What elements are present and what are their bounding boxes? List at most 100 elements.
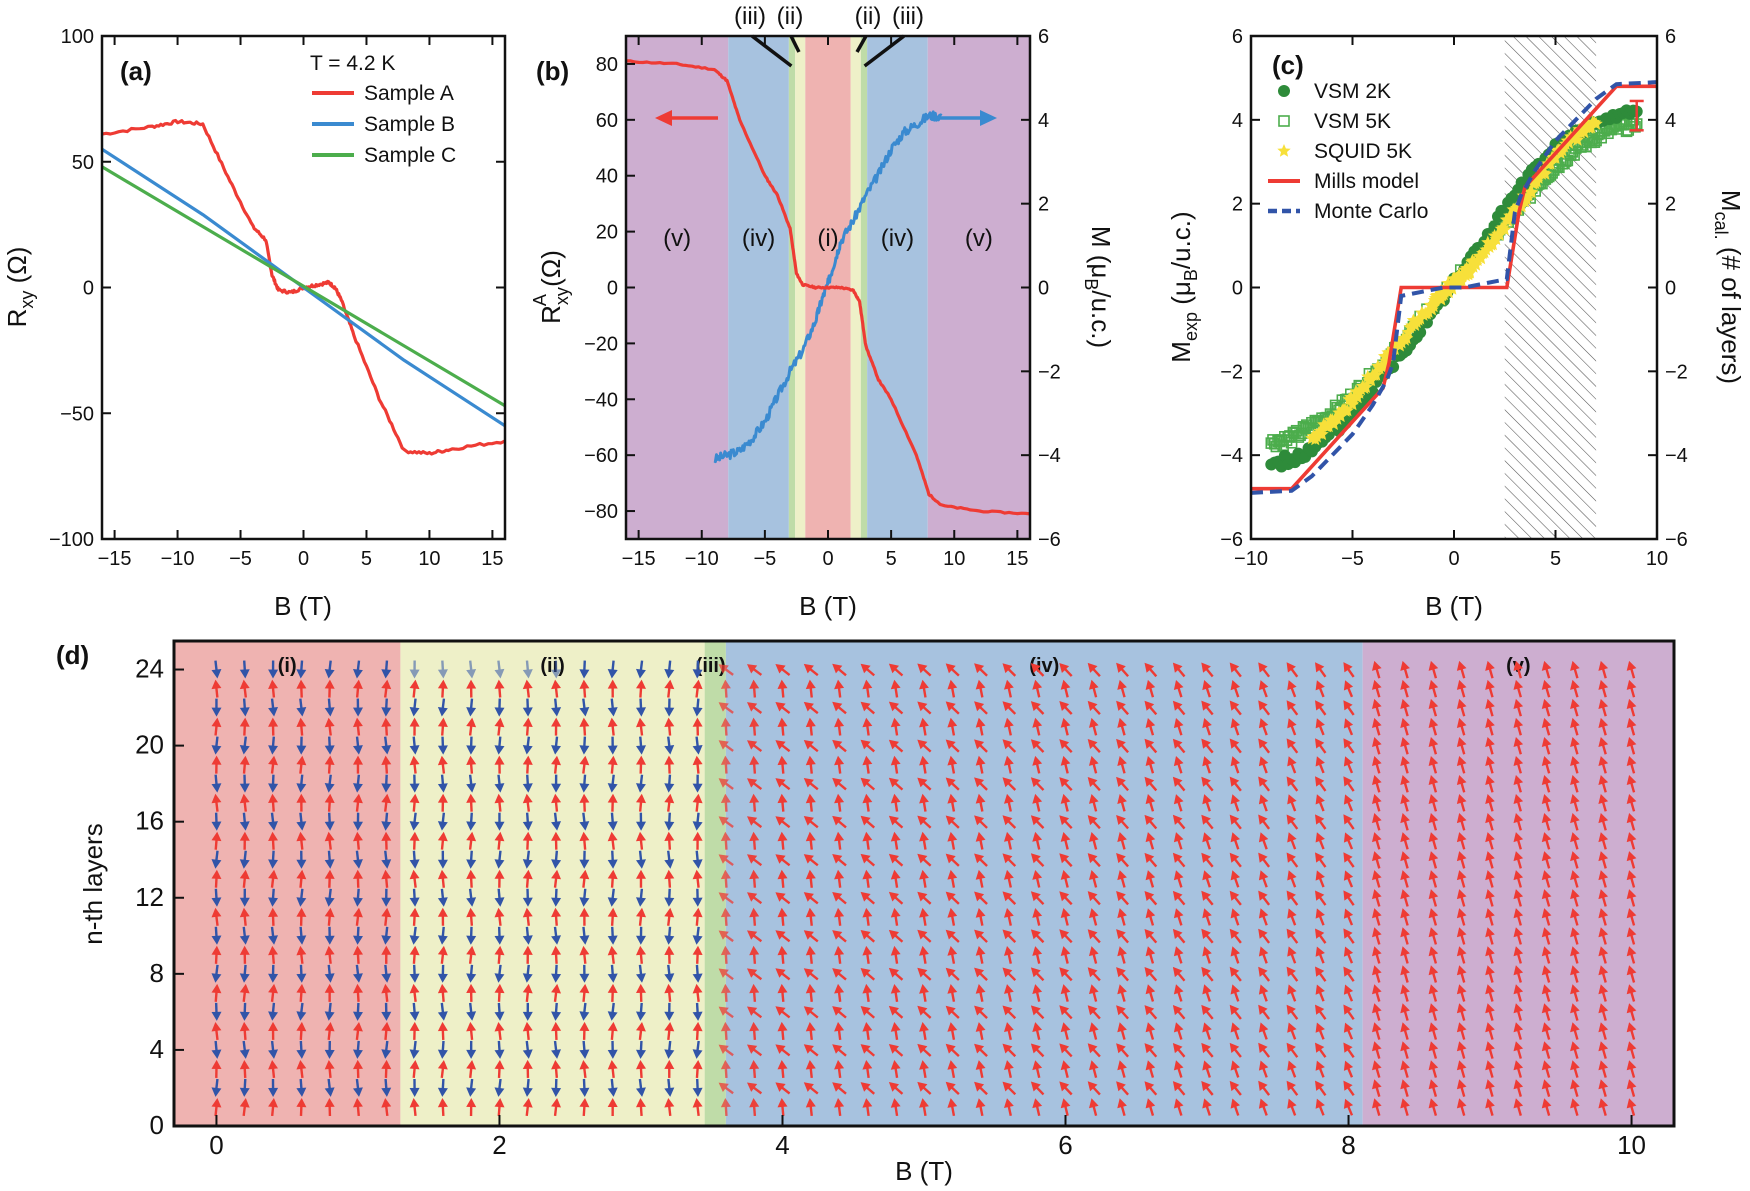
spin-arrow [888,815,904,829]
spin-arrow [834,1060,845,1079]
spin-arrow-head [1315,832,1325,843]
spin-arrow-head [664,707,675,717]
spin-arrow-head [1286,700,1296,711]
spin-arrow [607,1098,618,1116]
spin-arrow-head [805,983,816,994]
spin-arrow [1060,832,1071,850]
spin-arrow-head [1230,870,1240,881]
spin-arrow-head [1117,1022,1127,1033]
spin-arrow [579,1078,590,1097]
spin-arrow-head [692,869,703,880]
spin-arrow-head [324,1011,335,1021]
spin-arrow-head [268,1011,278,1021]
spin-arrow-head [1541,660,1552,671]
spin-arrow-head [805,755,816,766]
spin-arrow [1570,737,1580,755]
spin-arrow-head [1626,698,1637,709]
spin-arrow-head [466,1011,477,1021]
spin-arrow-head [1485,1003,1495,1014]
spin-arrow-head [919,1060,929,1070]
spin-arrow-head [268,755,278,766]
spin-arrow-head [1032,679,1043,690]
spin-arrow-head [692,1060,703,1070]
spin-arrow-head [636,821,646,831]
spin-arrow [1400,889,1410,907]
spin-arrow-head [1202,832,1212,843]
spin-arrow-head [1598,927,1609,938]
spin-arrow-head [1144,1081,1155,1092]
spin-arrow-head [919,793,929,804]
spin-arrow-head [1315,700,1325,711]
top-region-label: (iii) [734,3,766,30]
spin-arrow-head [211,907,222,918]
spin-arrow [862,983,873,1002]
spin-arrow [324,831,335,850]
spin-arrow-head [888,929,899,940]
spin-arrow-head [1173,832,1184,843]
spin-arrow-head [945,739,956,750]
spin-arrow-head [1144,891,1155,901]
spin-arrow [324,907,335,926]
spin-arrow [1116,738,1129,754]
spin-arrow-head [1145,1060,1156,1071]
spin-arrow [1002,815,1017,829]
spin-arrow [1172,1043,1186,1058]
spin-arrow [296,945,307,964]
spin-arrow [551,1040,561,1059]
spin-arrow [664,774,675,793]
spin-arrow-head [1570,1098,1580,1109]
legend-label: Sample A [364,82,454,105]
spin-arrow-head [975,908,986,918]
spin-arrow [381,736,392,755]
data-point-star [1400,331,1414,344]
spin-arrow [664,1078,675,1097]
spin-arrow-head [917,1081,928,1092]
spin-arrow [805,1098,816,1117]
spin-arrow [1315,832,1325,850]
spin-arrow-head [1372,965,1382,976]
panel-c-xlabel: B (T) [1425,591,1483,621]
spin-arrow-head [551,869,561,880]
spin-arrow [579,869,590,888]
spin-arrow-head [1372,984,1382,995]
spin-arrow-head [1173,756,1184,767]
spin-arrow-head [720,717,731,727]
spin-arrow [890,1098,901,1117]
spin-arrow-head [239,1049,250,1059]
spin-arrow [551,679,561,698]
spin-arrow [1485,756,1495,774]
spin-arrow [975,755,986,774]
spin-arrow-head [1202,1060,1212,1071]
panel-b-y2tick-label: −6 [1038,529,1061,551]
spin-arrow [919,945,929,964]
spin-arrow-head [1626,870,1637,881]
spin-arrow [1598,698,1609,717]
spin-arrow [1372,660,1382,679]
spin-arrow-head [1513,908,1524,919]
spin-arrow-head [1626,660,1637,671]
temperature-annotation: T = 4.2 K [310,52,395,75]
spin-arrow-head [1513,870,1524,881]
spin-arrow [1343,1022,1354,1040]
spin-arrow [947,1098,958,1117]
spin-arrow [1144,929,1158,944]
spin-arrow [1032,755,1043,774]
spin-arrow-head [636,1087,646,1097]
region-band [725,641,1363,1126]
spin-arrow [239,1021,250,1040]
spin-arrow [890,984,901,1002]
spin-arrow [466,1098,477,1116]
spin-arrow-head [917,663,928,674]
spin-arrow [1173,946,1184,964]
spin-arrow [747,892,763,905]
spin-arrow-head [1343,832,1354,843]
spin-arrow [268,888,278,907]
spin-arrow-head [1570,851,1580,862]
spin-arrow [917,929,932,943]
spin-arrow-head [834,679,845,690]
spin-arrow-head [777,1021,788,1032]
spin-arrow [1513,870,1524,888]
spin-arrow [749,869,760,888]
spin-arrow-head [409,745,420,755]
spin-arrow-head [777,755,788,766]
